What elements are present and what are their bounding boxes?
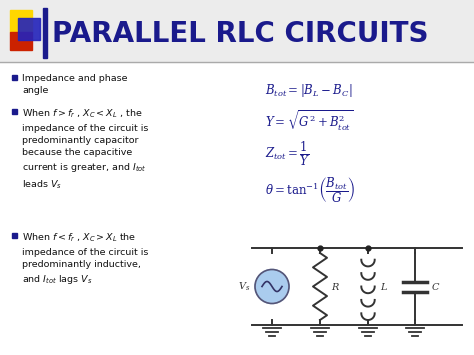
Text: $C$: $C$ — [431, 281, 440, 292]
Text: $R$: $R$ — [331, 281, 340, 292]
Text: Impedance and phase
angle: Impedance and phase angle — [22, 74, 128, 95]
Text: $Z_{tot} = \dfrac{1}{Y}$: $Z_{tot} = \dfrac{1}{Y}$ — [265, 140, 310, 168]
Bar — [43, 8, 47, 58]
Text: $B_{tot} = |B_L - B_C|$: $B_{tot} = |B_L - B_C|$ — [265, 82, 352, 99]
Bar — [12, 109, 17, 114]
Text: PARALLEL RLC CIRCUITS: PARALLEL RLC CIRCUITS — [52, 20, 428, 48]
Bar — [10, 10, 32, 32]
Text: $V_s$: $V_s$ — [238, 280, 250, 293]
Bar — [12, 233, 17, 238]
Bar — [10, 32, 32, 50]
Text: $\theta = \tan^{-1}\!\left(\dfrac{B_{tot}}{G}\right)$: $\theta = \tan^{-1}\!\left(\dfrac{B_{tot… — [265, 175, 356, 205]
Text: When $f > f_r$ , $X_C < X_L$ , the
impedance of the circuit is
predominantly cap: When $f > f_r$ , $X_C < X_L$ , the imped… — [22, 108, 148, 191]
Text: $L$: $L$ — [380, 281, 388, 292]
Text: $Y = \sqrt{G^2 + B_{tot}^2}$: $Y = \sqrt{G^2 + B_{tot}^2}$ — [265, 108, 353, 132]
Bar — [12, 75, 17, 80]
Bar — [0, 0, 474, 62]
Circle shape — [255, 269, 289, 304]
Text: When $f < f_r$ , $X_C > X_L$ the
impedance of the circuit is
predominantly induc: When $f < f_r$ , $X_C > X_L$ the impedan… — [22, 232, 148, 286]
Bar — [18, 18, 40, 40]
